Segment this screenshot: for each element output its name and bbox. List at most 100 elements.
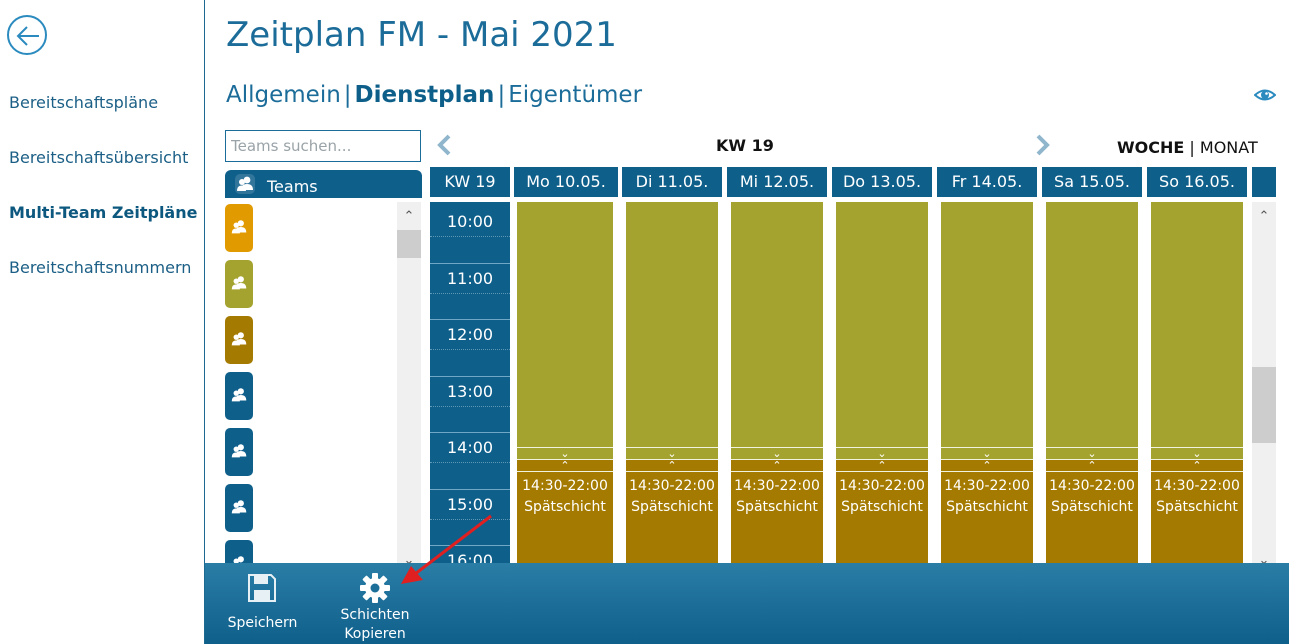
view-monat-button[interactable]: MONAT xyxy=(1199,138,1258,157)
day-header[interactable]: Sa 15.05. xyxy=(1042,167,1142,197)
shift-block-spaetschicht[interactable]: 14:30-22:00 Spätschicht xyxy=(941,472,1033,564)
week-label: KW 19 xyxy=(716,136,774,155)
prev-week-arrow-icon[interactable] xyxy=(436,134,454,156)
earlier-shift-block[interactable] xyxy=(517,202,613,447)
resize-handle-down-icon[interactable]: ⌄ xyxy=(941,448,1033,460)
hour-label: 15:00 xyxy=(447,494,494,514)
calendar-scrollbar[interactable]: ⌃ ⌄ xyxy=(1252,202,1276,568)
scroll-down-icon[interactable]: ⌄ xyxy=(1258,553,1270,568)
save-icon xyxy=(248,574,276,602)
view-woche-button[interactable]: WOCHE xyxy=(1117,138,1185,157)
save-button[interactable]: Speichern xyxy=(225,563,300,644)
teams-header[interactable]: Teams xyxy=(225,170,422,198)
hour-line xyxy=(430,432,510,433)
tab-dienstplan[interactable]: Dienstplan xyxy=(354,82,495,108)
teams-scrollbar[interactable]: ⌃ ⌄ xyxy=(397,202,421,568)
resize-handle-down-icon[interactable]: ⌄ xyxy=(626,448,718,460)
day-header[interactable]: Mo 10.05. xyxy=(514,167,618,197)
sidebar-item-bereitschaftsnummern[interactable]: Bereitschaftsnummern xyxy=(9,258,192,277)
copy-shifts-button[interactable]: Schichten Kopieren xyxy=(335,563,415,644)
resize-handle-up-icon[interactable]: ⌃ xyxy=(1151,460,1243,472)
shift-divider xyxy=(836,447,928,448)
shift-block-spaetschicht[interactable]: 14:30-22:00 Spätschicht xyxy=(836,472,928,564)
users-icon xyxy=(231,332,247,346)
resize-handle-up-icon[interactable]: ⌃ xyxy=(836,460,928,472)
resize-handle-down-icon[interactable]: ⌄ xyxy=(1046,448,1138,460)
resize-handle-down-icon[interactable]: ⌄ xyxy=(731,448,823,460)
earlier-shift-block[interactable] xyxy=(1046,202,1138,447)
shift-divider xyxy=(517,447,613,448)
scroll-down-icon[interactable]: ⌄ xyxy=(403,553,415,568)
day-column[interactable]: ⌄ ⌃ 14:30-22:00 Spätschicht xyxy=(517,202,613,564)
sidebar-item-bereitschaftsuebersicht[interactable]: Bereitschaftsübersicht xyxy=(9,148,189,167)
hour-label: 10:00 xyxy=(447,212,494,231)
day-header[interactable]: Do 13.05. xyxy=(832,167,932,197)
tab-allgemein[interactable]: Allgemein xyxy=(226,82,341,108)
sidebar: Bereitschaftspläne Bereitschaftsübersich… xyxy=(0,0,205,644)
shift-divider xyxy=(836,471,928,472)
team-tile[interactable] xyxy=(225,316,253,364)
team-tile[interactable] xyxy=(225,204,253,252)
teams-search-input[interactable] xyxy=(225,130,421,162)
shift-block-spaetschicht[interactable]: 14:30-22:00 Spätschicht xyxy=(1046,472,1138,564)
team-tile[interactable] xyxy=(225,540,253,563)
sidebar-item-multi-team-zeitplaene[interactable]: Multi-Team Zeitpläne xyxy=(9,203,198,222)
earlier-shift-block[interactable] xyxy=(941,202,1033,447)
resize-handle-up-icon[interactable]: ⌃ xyxy=(731,460,823,472)
scroll-up-icon[interactable]: ⌃ xyxy=(1258,209,1270,224)
shift-block-spaetschicht[interactable]: 14:30-22:00 Spätschicht xyxy=(1151,472,1243,564)
earlier-shift-block[interactable] xyxy=(626,202,718,447)
shift-divider xyxy=(941,459,1033,460)
shift-divider xyxy=(517,459,613,460)
scroll-up-icon[interactable]: ⌃ xyxy=(403,209,415,224)
back-button[interactable] xyxy=(7,15,47,55)
earlier-shift-block[interactable] xyxy=(836,202,928,447)
hour-line xyxy=(430,545,510,546)
earlier-shift-block[interactable] xyxy=(731,202,823,447)
resize-handle-down-icon[interactable]: ⌄ xyxy=(836,448,928,460)
earlier-shift-block[interactable] xyxy=(1151,202,1243,447)
team-tile[interactable] xyxy=(225,372,253,420)
hour-label: 13:00 xyxy=(447,381,494,401)
hour-label: 14:00 xyxy=(447,438,494,457)
day-column[interactable]: ⌄ ⌃ 14:30-22:00 Spätschicht xyxy=(1151,202,1243,564)
users-icon xyxy=(231,388,247,402)
shift-block-spaetschicht[interactable]: 14:30-22:00 Spätschicht xyxy=(517,472,613,564)
shift-block-spaetschicht[interactable]: 14:30-22:00 Spätschicht xyxy=(731,472,823,564)
shift-divider xyxy=(626,459,718,460)
hour-line xyxy=(430,262,510,264)
scrollbar-thumb[interactable] xyxy=(397,230,421,258)
shift-time: 14:30-22:00 xyxy=(734,478,820,494)
resize-handle-down-icon[interactable]: ⌄ xyxy=(1151,448,1243,460)
hour-label: 12:00 xyxy=(447,325,494,344)
day-column[interactable]: ⌄ ⌃ 14:30-22:00 Spätschicht xyxy=(626,202,718,564)
next-week-arrow-icon[interactable] xyxy=(1033,134,1051,156)
day-column[interactable]: ⌄ ⌃ 14:30-22:00 Spätschicht xyxy=(836,202,928,564)
team-tile[interactable] xyxy=(225,484,253,532)
resize-handle-up-icon[interactable]: ⌃ xyxy=(1046,460,1138,472)
teams-header-label: Teams xyxy=(267,177,318,196)
resize-handle-down-icon[interactable]: ⌄ xyxy=(517,448,613,460)
shift-block-spaetschicht[interactable]: 14:30-22:00 Spätschicht xyxy=(626,472,718,564)
day-column[interactable]: ⌄ ⌃ 14:30-22:00 Spätschicht xyxy=(1046,202,1138,564)
half-hour-line xyxy=(430,518,510,520)
eye-icon[interactable] xyxy=(1253,86,1277,104)
day-header[interactable]: Di 11.05. xyxy=(622,167,722,197)
scrollbar-thumb[interactable] xyxy=(1252,367,1276,443)
team-tile[interactable] xyxy=(225,260,253,308)
header-spacer xyxy=(1252,167,1276,197)
day-header[interactable]: Fr 14.05. xyxy=(937,167,1037,197)
sidebar-item-bereitschaftsplaene[interactable]: Bereitschaftspläne xyxy=(9,93,159,112)
tab-eigentuemer[interactable]: Eigentümer xyxy=(508,82,643,108)
day-header[interactable]: Mi 12.05. xyxy=(727,167,827,197)
resize-handle-up-icon[interactable]: ⌃ xyxy=(517,460,613,472)
shift-time: 14:30-22:00 xyxy=(522,478,608,494)
half-hour-line xyxy=(430,405,510,407)
resize-handle-up-icon[interactable]: ⌃ xyxy=(626,460,718,472)
subnav-tabs: Allgemein | Dienstplan | Eigentümer xyxy=(226,82,642,108)
day-column[interactable]: ⌄ ⌃ 14:30-22:00 Spätschicht xyxy=(731,202,823,564)
resize-handle-up-icon[interactable]: ⌃ xyxy=(941,460,1033,472)
day-column[interactable]: ⌄ ⌃ 14:30-22:00 Spätschicht xyxy=(941,202,1033,564)
team-tile[interactable] xyxy=(225,428,253,476)
day-header[interactable]: So 16.05. xyxy=(1147,167,1247,197)
